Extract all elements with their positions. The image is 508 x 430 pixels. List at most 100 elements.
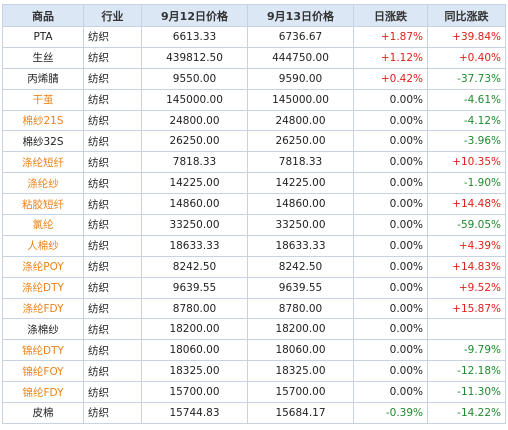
commodity-name[interactable]: 棉纱32S xyxy=(2,130,84,153)
yoy-change-cell: +15.87% xyxy=(427,297,506,320)
price-sep12-cell: 15700.00 xyxy=(141,381,248,404)
price-sep13-cell: 6736.67 xyxy=(247,26,354,48)
price-sep13-cell: 15700.00 xyxy=(247,381,354,404)
commodity-name[interactable]: 皮棉 xyxy=(2,402,84,424)
table-row: 皮棉 纺织 15744.83 15684.17 -0.39% -14.22% xyxy=(2,402,506,424)
table-row: 丙烯腈 纺织 9550.00 9590.00 +0.42% -37.73% xyxy=(2,67,506,90)
yoy-change-cell: -37.73% xyxy=(427,67,506,90)
industry-cell: 纺织 xyxy=(83,130,142,153)
header-row: 商品 行业 9月12日价格 9月13日价格 日涨跌 同比涨跌 xyxy=(2,4,506,27)
industry-cell: 纺织 xyxy=(83,26,142,48)
industry-cell: 纺织 xyxy=(83,151,142,174)
commodity-name[interactable]: 干茧 xyxy=(2,88,84,111)
table-row: 涤纶纱 纺织 14225.00 14225.00 0.00% -1.90% xyxy=(2,172,506,195)
price-sep12-cell: 18200.00 xyxy=(141,318,248,341)
price-sep12-cell: 9639.55 xyxy=(141,276,248,299)
header-yoy-change[interactable]: 同比涨跌 xyxy=(427,4,506,27)
commodity-name[interactable]: 粘胶短纤 xyxy=(2,193,84,216)
price-sep12-cell: 15744.83 xyxy=(141,402,248,424)
yoy-change-cell: +14.48% xyxy=(427,193,506,216)
price-sep13-cell: 8780.00 xyxy=(247,297,354,320)
industry-cell: 纺织 xyxy=(83,360,142,383)
table-row: 干茧 纺织 145000.00 145000.00 0.00% -4.61% xyxy=(2,88,506,111)
commodity-name[interactable]: 锦纶FDY xyxy=(2,381,84,404)
industry-cell: 纺织 xyxy=(83,381,142,404)
industry-cell: 纺织 xyxy=(83,318,142,341)
price-sep12-cell: 18633.33 xyxy=(141,234,248,257)
price-sep12-cell: 7818.33 xyxy=(141,151,248,174)
price-sep13-cell: 33250.00 xyxy=(247,214,354,236)
price-sep12-cell: 8780.00 xyxy=(141,297,248,320)
header-price-sep12[interactable]: 9月12日价格 xyxy=(141,4,248,27)
price-sep13-cell: 18633.33 xyxy=(247,234,354,257)
header-daily-change[interactable]: 日涨跌 xyxy=(353,4,428,27)
industry-cell: 纺织 xyxy=(83,214,142,236)
yoy-change-cell: +0.40% xyxy=(427,46,506,69)
table-row: 涤纶DTY 纺织 9639.55 9639.55 0.00% +9.52% xyxy=(2,276,506,299)
header-industry[interactable]: 行业 xyxy=(83,4,142,27)
header-name[interactable]: 商品 xyxy=(2,4,84,27)
table-row: 涤棉纱 纺织 18200.00 18200.00 0.00% xyxy=(2,318,506,341)
table-body: PTA 纺织 6613.33 6736.67 +1.87% +39.84% 生丝 纺织 4398… xyxy=(2,26,506,424)
yoy-change-cell: -59.05% xyxy=(427,214,506,236)
commodity-name[interactable]: 涤纶FDY xyxy=(2,297,84,320)
commodity-name[interactable]: 涤棉纱 xyxy=(2,318,84,341)
yoy-change-cell: -9.79% xyxy=(427,339,506,362)
commodity-price-table: 商品 行业 9月12日价格 9月13日价格 日涨跌 同比涨跌 PTA 纺织 6613… xyxy=(2,4,506,424)
price-sep13-cell: 14225.00 xyxy=(247,172,354,195)
commodity-name[interactable]: 人棉纱 xyxy=(2,234,84,257)
price-sep12-cell: 14860.00 xyxy=(141,193,248,216)
daily-change-cell: 0.00% xyxy=(353,318,428,341)
commodity-name[interactable]: 锦纶FOY xyxy=(2,360,84,383)
price-sep13-cell: 18060.00 xyxy=(247,339,354,362)
header-price-sep13[interactable]: 9月13日价格 xyxy=(247,4,354,27)
table-row: 棉纱21S 纺织 24800.00 24800.00 0.00% -4.12% xyxy=(2,109,506,132)
commodity-name[interactable]: 丙烯腈 xyxy=(2,67,84,90)
daily-change-cell: 0.00% xyxy=(353,381,428,404)
industry-cell: 纺织 xyxy=(83,172,142,195)
table-row: 棉纱32S 纺织 26250.00 26250.00 0.00% -3.96% xyxy=(2,130,506,153)
price-sep13-cell: 14860.00 xyxy=(247,193,354,216)
yoy-change-cell: -14.22% xyxy=(427,402,506,424)
table-row: 生丝 纺织 439812.50 444750.00 +1.12% +0.40% xyxy=(2,46,506,69)
industry-cell: 纺织 xyxy=(83,88,142,111)
commodity-name[interactable]: 涤纶纱 xyxy=(2,172,84,195)
commodity-name[interactable]: 涤纶DTY xyxy=(2,276,84,299)
daily-change-cell: 0.00% xyxy=(353,276,428,299)
industry-cell: 纺织 xyxy=(83,67,142,90)
price-sep12-cell: 6613.33 xyxy=(141,26,248,48)
table-row: 涤纶POY 纺织 8242.50 8242.50 0.00% +14.83% xyxy=(2,255,506,278)
price-sep12-cell: 18060.00 xyxy=(141,339,248,362)
price-sep13-cell: 15684.17 xyxy=(247,402,354,424)
daily-change-cell: +1.87% xyxy=(353,26,428,48)
commodity-name[interactable]: 涤纶POY xyxy=(2,255,84,278)
daily-change-cell: 0.00% xyxy=(353,151,428,174)
yoy-change-cell: -12.18% xyxy=(427,360,506,383)
commodity-name[interactable]: PTA xyxy=(2,26,84,48)
price-sep12-cell: 18325.00 xyxy=(141,360,248,383)
commodity-name[interactable]: 生丝 xyxy=(2,46,84,69)
yoy-change-cell: +9.52% xyxy=(427,276,506,299)
yoy-change-cell: -11.30% xyxy=(427,381,506,404)
price-sep13-cell: 9590.00 xyxy=(247,67,354,90)
daily-change-cell: 0.00% xyxy=(353,109,428,132)
price-sep12-cell: 8242.50 xyxy=(141,255,248,278)
table-row: 人棉纱 纺织 18633.33 18633.33 0.00% +4.39% xyxy=(2,234,506,257)
industry-cell: 纺织 xyxy=(83,193,142,216)
yoy-change-cell: +14.83% xyxy=(427,255,506,278)
price-sep13-cell: 8242.50 xyxy=(247,255,354,278)
price-sep12-cell: 14225.00 xyxy=(141,172,248,195)
commodity-name[interactable]: 氯纶 xyxy=(2,214,84,236)
table-row: 锦纶FDY 纺织 15700.00 15700.00 0.00% -11.30% xyxy=(2,381,506,404)
yoy-change-cell: +10.35% xyxy=(427,151,506,174)
commodity-name[interactable]: 棉纱21S xyxy=(2,109,84,132)
daily-change-cell: 0.00% xyxy=(353,297,428,320)
price-sep13-cell: 7818.33 xyxy=(247,151,354,174)
commodity-name[interactable]: 锦纶DTY xyxy=(2,339,84,362)
daily-change-cell: 0.00% xyxy=(353,339,428,362)
commodity-name[interactable]: 涤纶短纤 xyxy=(2,151,84,174)
price-sep12-cell: 26250.00 xyxy=(141,130,248,153)
daily-change-cell: 0.00% xyxy=(353,360,428,383)
price-sep12-cell: 24800.00 xyxy=(141,109,248,132)
